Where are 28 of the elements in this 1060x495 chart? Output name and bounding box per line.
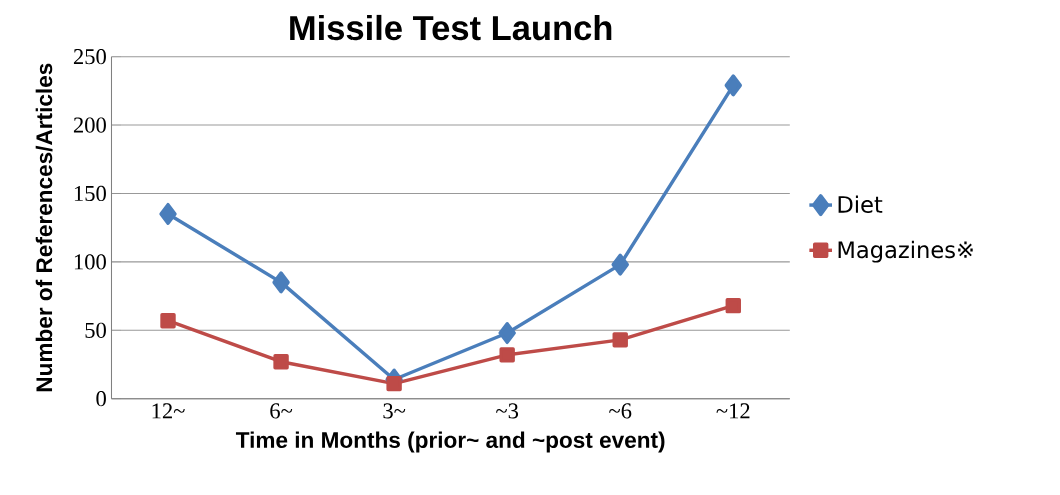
- y-tick-label: 100: [74, 254, 106, 270]
- chart-title: Missile Test Launch: [290, 14, 612, 41]
- point: [612, 332, 628, 348]
- x-tick-label: 6~: [270, 403, 293, 419]
- point: [611, 253, 629, 276]
- y-tick-label: 0: [96, 391, 106, 407]
- point: [160, 312, 176, 329]
- point: [386, 375, 402, 392]
- y-tick-label: 200: [73, 117, 106, 133]
- x-tick-label: 12~: [152, 403, 185, 419]
- y-tick-label: 50: [85, 322, 106, 338]
- y-tick-label: 250: [73, 49, 106, 65]
- legend-label: Diet: [838, 195, 883, 213]
- y-axis-title: Number of References/Articles: [35, 63, 53, 392]
- x-axis-title: Time in Months (prior~ and ~post event): [235, 431, 665, 453]
- point: [724, 74, 742, 97]
- x-tick-label: ~3: [496, 403, 519, 419]
- legend-label: Magazines※: [838, 240, 973, 263]
- x-tick-label: 3~: [383, 403, 406, 419]
- y-tick-label: 150: [74, 185, 106, 202]
- point: [725, 297, 741, 314]
- x-tick-label: ~12: [716, 403, 750, 419]
- point: [159, 202, 177, 226]
- point: [272, 271, 290, 294]
- point: [499, 347, 515, 363]
- x-tick-label: ~6: [609, 403, 632, 419]
- point: [273, 354, 289, 370]
- point: [498, 321, 516, 345]
